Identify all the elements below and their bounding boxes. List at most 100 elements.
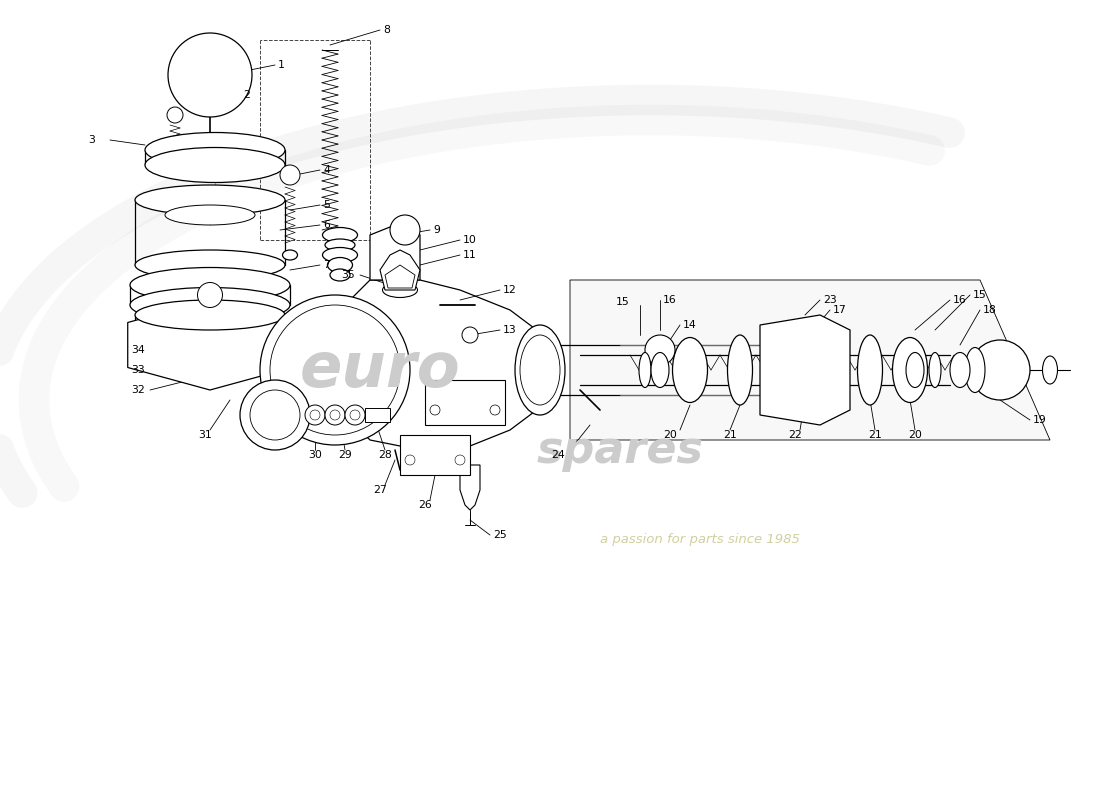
Text: 27: 27 [373,485,387,495]
Ellipse shape [770,345,790,395]
Text: 35: 35 [341,270,355,280]
Polygon shape [460,465,480,510]
Text: spares: spares [537,429,704,471]
Text: 30: 30 [308,450,322,460]
Ellipse shape [135,185,285,215]
Text: 6: 6 [323,220,330,230]
Circle shape [310,410,320,420]
Text: 29: 29 [338,450,352,460]
Ellipse shape [135,250,285,280]
Text: 16: 16 [953,295,967,305]
Ellipse shape [283,250,297,260]
Text: 16: 16 [663,295,676,305]
Ellipse shape [858,335,882,405]
Text: 12: 12 [503,285,517,295]
Text: 34: 34 [131,345,145,355]
Circle shape [250,390,300,440]
Text: 10: 10 [463,235,477,245]
Ellipse shape [328,258,352,273]
Text: 17: 17 [833,305,847,315]
Polygon shape [330,280,560,450]
Text: 2: 2 [243,90,250,100]
Circle shape [260,295,410,445]
Text: 31: 31 [198,430,212,440]
Text: 18: 18 [983,305,997,315]
Circle shape [324,405,345,425]
Text: 25: 25 [493,530,507,540]
Text: 3: 3 [88,135,95,145]
Ellipse shape [130,287,290,322]
Ellipse shape [1043,356,1057,384]
Text: 22: 22 [788,430,802,440]
Ellipse shape [515,325,565,415]
Circle shape [455,455,465,465]
Circle shape [350,410,360,420]
Text: 32: 32 [131,385,145,395]
Ellipse shape [639,353,651,387]
Ellipse shape [322,227,358,242]
Circle shape [490,405,500,415]
Text: 24: 24 [551,450,565,460]
Text: 26: 26 [418,500,432,510]
Text: 5: 5 [323,200,330,210]
Ellipse shape [145,133,285,167]
Text: 8: 8 [383,25,389,35]
Circle shape [240,380,310,450]
Polygon shape [128,300,293,390]
Circle shape [645,335,675,365]
Circle shape [168,33,252,117]
Circle shape [305,405,324,425]
Text: euro: euro [299,340,461,400]
Polygon shape [370,225,420,280]
Ellipse shape [930,353,940,387]
Ellipse shape [135,300,285,330]
Text: 15: 15 [616,297,630,307]
Ellipse shape [520,335,560,405]
Circle shape [390,215,420,245]
Circle shape [280,165,300,185]
Circle shape [430,405,440,415]
Ellipse shape [906,353,924,387]
Text: 19: 19 [1033,415,1047,425]
Ellipse shape [727,335,752,405]
Ellipse shape [198,282,222,307]
Text: 20: 20 [663,430,676,440]
Text: 4: 4 [323,165,330,175]
Ellipse shape [324,239,355,251]
Text: 21: 21 [723,430,737,440]
Ellipse shape [965,347,985,393]
Polygon shape [570,280,1050,440]
Polygon shape [385,265,415,288]
Circle shape [462,327,478,343]
Text: 21: 21 [868,430,882,440]
Text: 28: 28 [378,450,392,460]
Circle shape [330,410,340,420]
Ellipse shape [950,353,970,387]
Text: 23: 23 [823,295,837,305]
Text: a passion for parts since 1985: a passion for parts since 1985 [601,534,800,546]
Bar [365,408,390,422]
Polygon shape [379,250,420,290]
Circle shape [970,340,1030,400]
Polygon shape [760,315,850,425]
Text: 1: 1 [278,60,285,70]
Bar [400,435,470,475]
Text: 33: 33 [131,365,145,375]
Ellipse shape [892,338,927,402]
Text: 20: 20 [909,430,922,440]
Ellipse shape [165,205,255,225]
Ellipse shape [130,267,290,302]
Ellipse shape [330,269,350,281]
Text: 7: 7 [323,260,330,270]
Ellipse shape [383,282,418,298]
Text: 13: 13 [503,325,517,335]
Ellipse shape [651,353,669,387]
Ellipse shape [322,247,358,262]
Text: 11: 11 [463,250,476,260]
Circle shape [270,305,400,435]
Text: 14: 14 [683,320,696,330]
Circle shape [345,405,365,425]
Circle shape [167,107,183,123]
Text: 15: 15 [974,290,987,300]
Circle shape [405,455,415,465]
